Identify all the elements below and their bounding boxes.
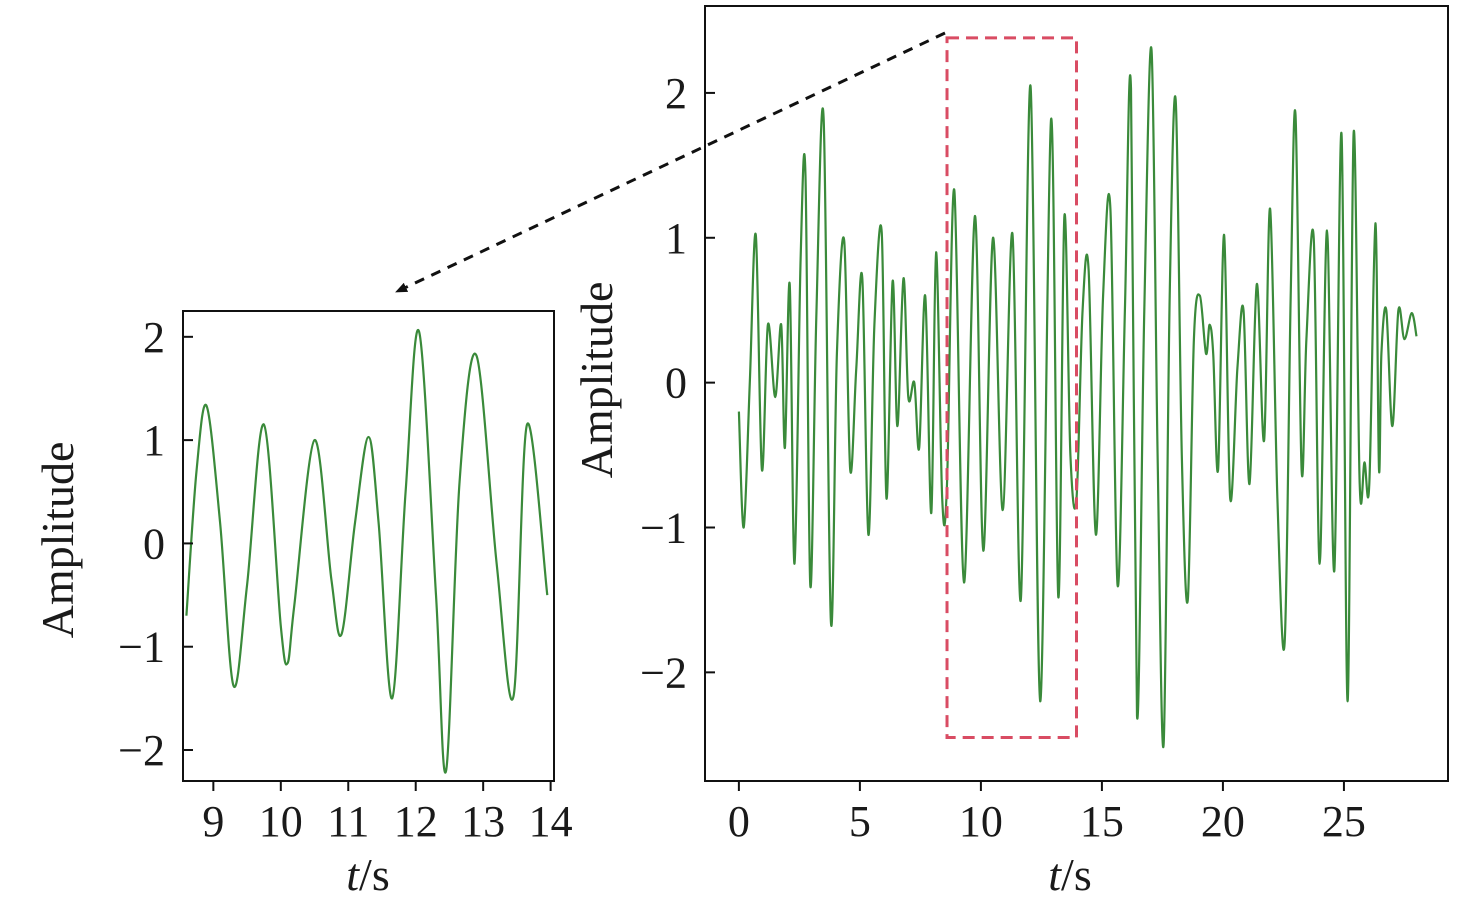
zoom-arrow [395, 31, 946, 294]
zoomed-x-tick-label-0: 9 [202, 797, 224, 846]
zoomed-plot-frame [182, 310, 555, 782]
zoomed-y-axis-label: Amplitude [32, 442, 83, 639]
zoomed-series-line-0 [185, 328, 549, 774]
full-y-tick-label-4: −2 [640, 648, 687, 697]
zoomed-y-tick-label-2: 0 [143, 519, 165, 568]
full-y-tick-label-3: −1 [640, 503, 687, 552]
zoomed-plot-layer [185, 328, 549, 774]
zoomed-x-tick-label-4: 13 [461, 797, 505, 846]
zoom-highlight-box [945, 36, 1078, 740]
full-x-tick-label-1: 5 [849, 797, 871, 846]
full-y-axis-label: Amplitude [571, 282, 622, 479]
full-y-tick-label-2: 0 [665, 359, 687, 408]
full-x-tick-label-4: 20 [1201, 797, 1245, 846]
zoomed-y-tick-label-3: −1 [118, 623, 165, 672]
full-series-line-0 [737, 46, 1418, 749]
full-y-tick-label-0: 2 [665, 69, 687, 118]
full-y-tick-label-1: 1 [665, 214, 687, 263]
zoomed-y-tick-label-1: 1 [143, 416, 165, 465]
zoomed-x-tick-label-1: 10 [259, 797, 303, 846]
full-plot-layer [737, 36, 1418, 749]
zoomed-x-tick-label-2: 11 [327, 797, 369, 846]
full-x-tick-label-0: 0 [728, 797, 750, 846]
full-x-tick-label-3: 15 [1080, 797, 1124, 846]
zoomed-y-tick-label-0: 2 [143, 313, 165, 362]
zoomed-y-tick-label-4: −2 [118, 726, 165, 775]
full-x-tick-label-2: 10 [959, 797, 1003, 846]
zoomed-x-tick-label-3: 12 [394, 797, 438, 846]
zoomed-x-axis-label: t/s [346, 849, 389, 900]
full-x-tick-label-5: 25 [1322, 797, 1366, 846]
zoomed-x-tick-label-5: 14 [529, 797, 573, 846]
full-x-axis-label: t/s [1048, 849, 1091, 900]
full-plot-frame [704, 5, 1449, 782]
